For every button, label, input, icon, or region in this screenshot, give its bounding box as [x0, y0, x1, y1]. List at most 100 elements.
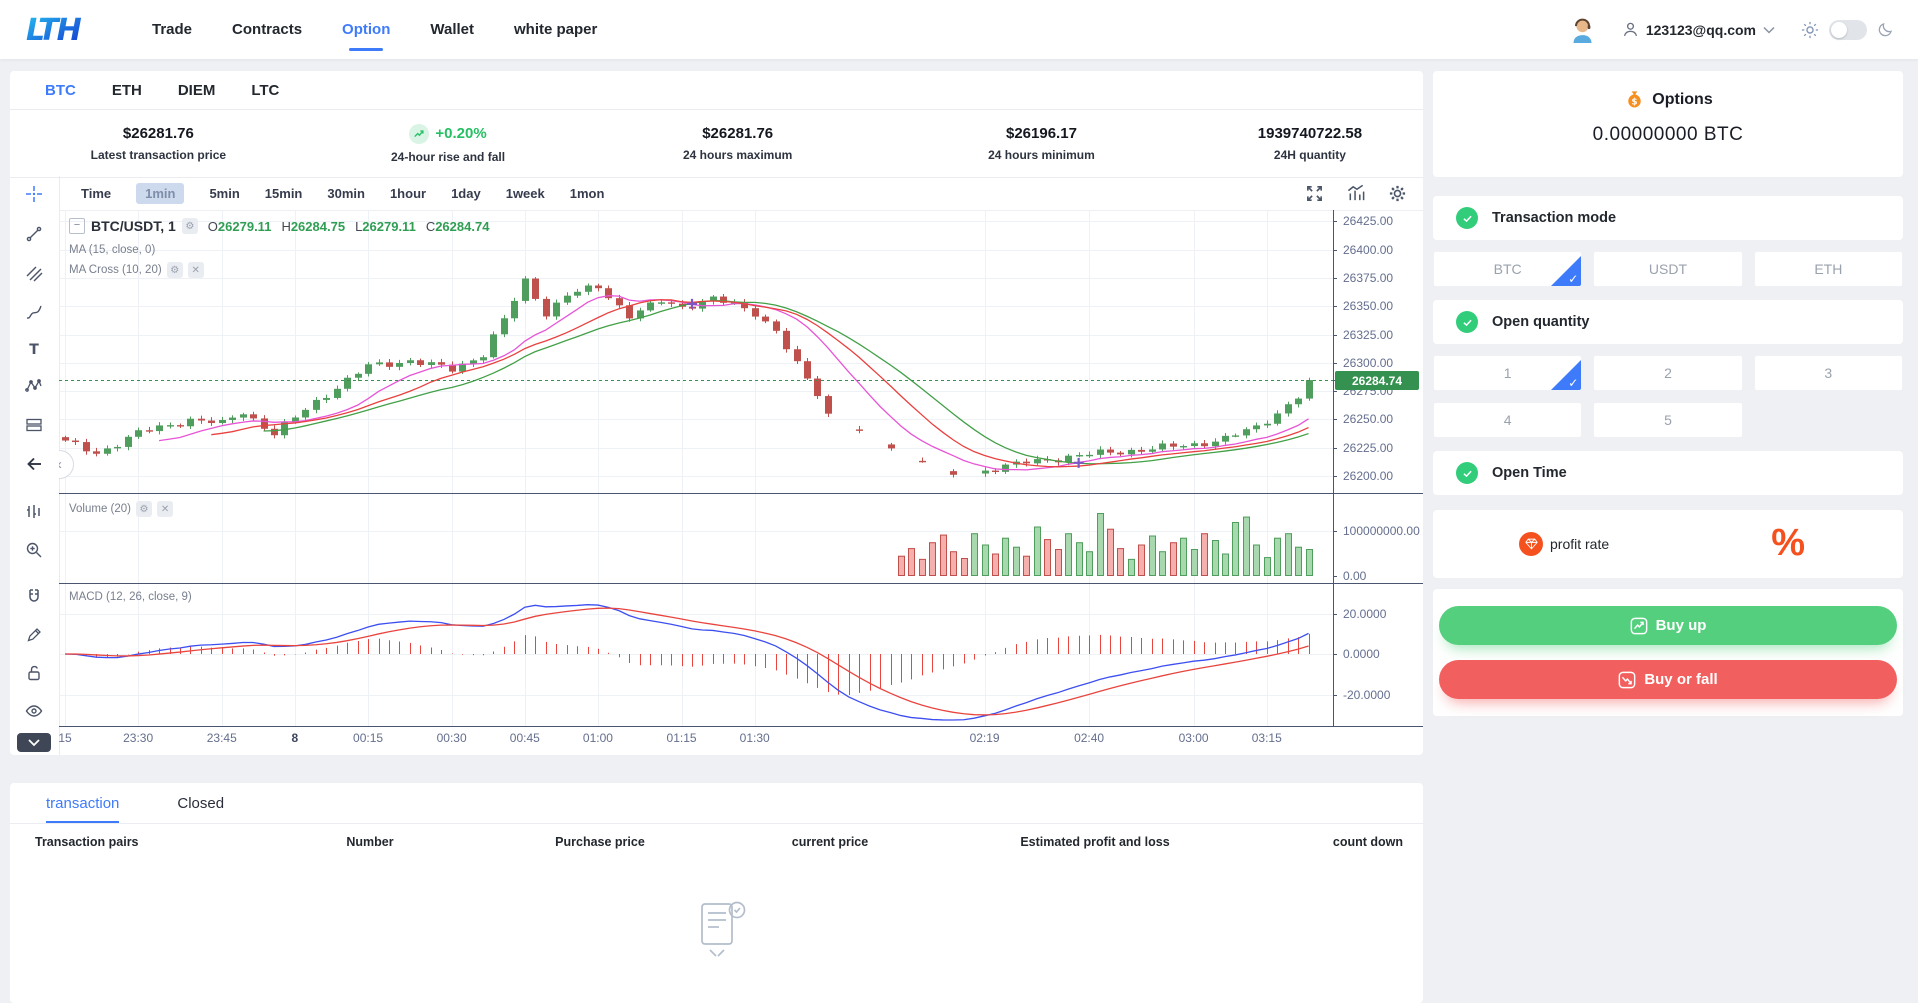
- tool-unlock-icon[interactable]: [22, 661, 46, 685]
- orders-tab-closed[interactable]: Closed: [177, 794, 225, 812]
- volume-settings-gear-icon[interactable]: ⚙: [136, 501, 153, 517]
- ohlc-value: 26279.11: [217, 218, 272, 234]
- ma-indicator-label: MA (15, close, 0): [69, 244, 155, 256]
- tool-arrow-left-icon[interactable]: [22, 452, 46, 476]
- quantity-button-4[interactable]: 4: [1433, 402, 1583, 438]
- interval-15min[interactable]: 15min: [264, 185, 303, 201]
- transaction-mode-row: Transaction mode: [1433, 196, 1903, 240]
- tool-pencil-icon[interactable]: [22, 623, 46, 647]
- coin-tab-eth[interactable]: ETH: [111, 81, 142, 99]
- interval-30min[interactable]: 30min: [327, 185, 365, 201]
- tool-crosshair-icon[interactable]: [22, 182, 46, 206]
- nav-item-trade[interactable]: Trade: [152, 21, 193, 38]
- ma-cross-settings-gear-icon[interactable]: ⚙: [166, 262, 183, 278]
- tool-text-icon[interactable]: T: [22, 337, 46, 361]
- stat-label: 24 hours maximum: [682, 148, 793, 162]
- macd-indicator: MACD (12, 26, close, 9): [69, 591, 192, 603]
- stat-24-hours-minimum: $26196.17 24 hours minimum: [886, 125, 1197, 162]
- nav-item-white-paper[interactable]: white paper: [514, 21, 598, 38]
- interval-1hour[interactable]: 1hour: [389, 185, 427, 201]
- interval-tabs: Time 1min 5min 15min 30min 1hour 1day 1week 1mon: [81, 182, 605, 204]
- theme-controls: [1801, 19, 1894, 40]
- tool-trend-line-icon[interactable]: [22, 222, 46, 246]
- coin-tab-btc[interactable]: BTC: [45, 81, 76, 99]
- mode-button-usdt[interactable]: USDT: [1593, 251, 1743, 287]
- stat-latest-transaction-price: $26281.76 Latest transaction price: [10, 125, 307, 162]
- quantity-button-1[interactable]: 1 ✓: [1433, 355, 1583, 391]
- interval-1week[interactable]: 1week: [505, 185, 545, 201]
- stat-label: 24H quantity: [1273, 148, 1346, 162]
- quantity-button-5[interactable]: 5: [1593, 402, 1743, 438]
- settings-icon[interactable]: [1388, 184, 1407, 203]
- option-label: 5: [1664, 412, 1672, 428]
- nav-item-option[interactable]: Option: [342, 0, 390, 59]
- chart-region: Time 1min 5min 15min 30min 1hour 1day 1week 1mon…: [10, 176, 1423, 755]
- nav-item-contracts[interactable]: Contracts: [232, 21, 303, 38]
- axis-tick-label: 23:45: [206, 731, 237, 745]
- stat-value: 1939740722.58: [1197, 125, 1423, 142]
- light-mode-icon: [1801, 21, 1819, 38]
- check-circle-icon: [1456, 311, 1478, 333]
- ohlc-prefix: C: [425, 218, 436, 234]
- tool-xabcd-pattern-icon[interactable]: [22, 374, 46, 398]
- mode-button-eth[interactable]: ETH: [1753, 251, 1903, 287]
- profit-rate-percent: %: [1771, 522, 1805, 564]
- empty-state-icon: [698, 898, 748, 967]
- coin-tab-diem[interactable]: DIEM: [177, 81, 216, 99]
- logo-icon: LTH: [26, 13, 84, 48]
- buy-fall-button[interactable]: Buy or fall: [1439, 660, 1897, 699]
- nav-item-wallet[interactable]: Wallet: [430, 21, 474, 38]
- ohlc-prefix: L: [355, 218, 363, 234]
- interval-1day[interactable]: 1day: [451, 185, 481, 201]
- tool-brush-icon[interactable]: [22, 300, 46, 324]
- orders-panel: transaction Closed Transaction pairs Numbe…: [10, 783, 1423, 1003]
- column-header-purchase-price: Purchase price: [555, 835, 645, 849]
- orders-tab-transaction[interactable]: transaction: [46, 783, 120, 823]
- stat-value-text: $26281.76: [122, 125, 194, 142]
- trend-up-icon: [409, 123, 430, 144]
- coin-tab-ltc[interactable]: LTC: [251, 81, 280, 99]
- interval-5min[interactable]: 5min: [209, 185, 240, 201]
- axis-tick-label: 03:00: [1178, 731, 1209, 745]
- axis-tick-label: 01:15: [666, 731, 697, 745]
- interval-1mon[interactable]: 1mon: [569, 185, 605, 201]
- toolbar-collapse-button[interactable]: [17, 733, 51, 752]
- ma-cross-label: MA Cross (10, 20): [69, 264, 162, 276]
- logo[interactable]: LTH: [24, 12, 96, 48]
- account-menu[interactable]: 123123@qq.com: [1622, 21, 1775, 38]
- tool-parallel-channel-icon[interactable]: [22, 261, 46, 285]
- quantity-button-2[interactable]: 2: [1593, 355, 1743, 391]
- axis-tick-label: 01:30: [739, 731, 770, 745]
- volume-remove-icon[interactable]: ✕: [157, 501, 174, 517]
- svg-text:LTH: LTH: [26, 13, 82, 48]
- collapse-legend-icon[interactable]: −: [69, 218, 85, 234]
- ma-cross-remove-icon[interactable]: ✕: [187, 262, 204, 278]
- interval-time[interactable]: Time: [81, 185, 112, 201]
- indicators-icon[interactable]: [1346, 184, 1366, 203]
- option-label: 2: [1664, 365, 1672, 381]
- tool-magnet-icon[interactable]: [22, 585, 46, 609]
- buy-up-button[interactable]: Buy up: [1439, 606, 1897, 645]
- quantity-button-3[interactable]: 3: [1753, 355, 1903, 391]
- selected-check-icon: ✓: [1568, 376, 1579, 390]
- price-chart-canvas[interactable]: [59, 210, 1423, 753]
- ohlc-values: O26279.11 H26284.75 L26279.11 C26284.74: [208, 219, 490, 234]
- tool-bars-pattern-icon[interactable]: [22, 500, 46, 524]
- theme-toggle[interactable]: [1829, 19, 1867, 40]
- app-root: LTH Trade Contracts Option Wallet white pape…: [0, 0, 1918, 931]
- fullscreen-icon[interactable]: [1305, 184, 1324, 203]
- tool-zoom-in-icon[interactable]: [22, 538, 46, 562]
- stat-value: $26281.76: [589, 125, 886, 142]
- customer-service-avatar[interactable]: [1569, 16, 1596, 43]
- user-icon: [1623, 22, 1637, 37]
- order-panel: $ Options 0.00000000 BTC Transaction mod…: [1433, 71, 1903, 716]
- mode-button-btc[interactable]: BTC ✓: [1433, 251, 1583, 287]
- stat-value: $26196.17: [886, 125, 1197, 142]
- tool-eye-icon[interactable]: [22, 699, 46, 723]
- interval-1min[interactable]: 1min: [136, 182, 185, 204]
- symbol-settings-gear-icon[interactable]: ⚙: [181, 218, 198, 234]
- tool-long-position-icon[interactable]: [22, 413, 46, 437]
- top-header: LTH Trade Contracts Option Wallet white pape…: [0, 0, 1918, 59]
- orders-tabs: transaction Closed: [10, 783, 1423, 824]
- axis-tick-label: 26350.00: [1343, 299, 1394, 314]
